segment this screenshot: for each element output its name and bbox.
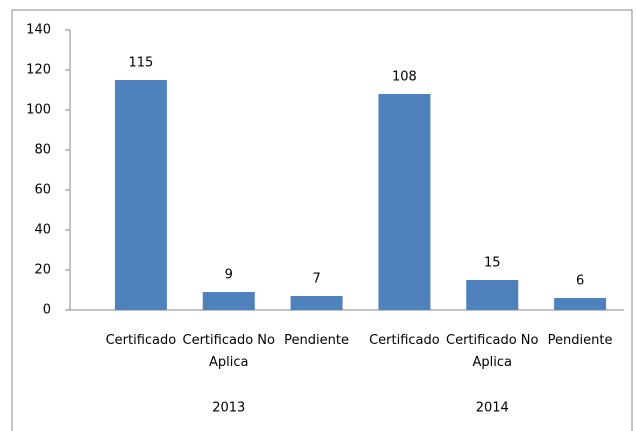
data-label: 6 [576,274,584,289]
x-tick-label: Certificado [105,333,177,348]
data-label: 15 [484,256,501,271]
data-label: 108 [392,70,417,85]
bar [202,292,255,310]
y-tick-label: 60 [34,183,51,198]
group-label: 2014 [476,401,509,416]
y-tick-label: 0 [43,303,51,318]
data-label: 115 [129,56,154,71]
x-tick-label: Pendiente [547,333,613,348]
y-tick-label: 40 [34,223,51,238]
y-tick-label: 120 [26,63,51,78]
bar [378,94,431,310]
group-label: 2013 [212,401,245,416]
x-tick-label: Certificado No Aplica [446,333,539,370]
y-tick-label: 20 [34,263,51,278]
y-tick-label: 80 [34,143,51,158]
data-label: 9 [225,268,233,283]
bar [466,280,519,310]
chart-frame [11,9,633,431]
bar [290,296,343,310]
bar [114,80,167,310]
y-tick-label: 140 [26,23,51,38]
data-label: 7 [312,272,320,287]
x-tick-label: Pendiente [284,333,349,348]
y-tick-label: 100 [26,103,51,118]
bar [554,298,607,310]
x-tick-label: Certificado [369,333,440,348]
x-tick-label: Certificado No Aplica [182,333,275,370]
